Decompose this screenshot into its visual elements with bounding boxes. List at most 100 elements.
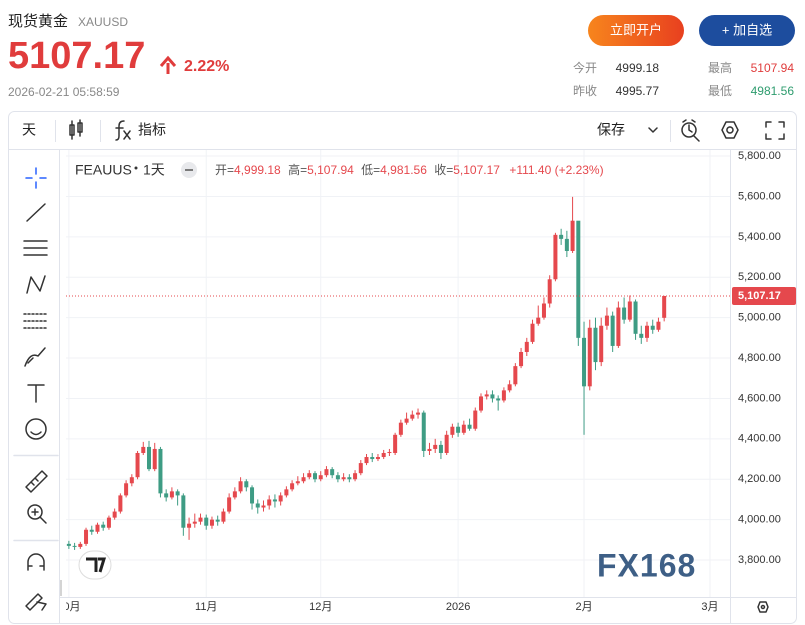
candle-body: [112, 511, 117, 518]
candle-body: [610, 315, 615, 346]
y-tick-label: 5,400.00: [738, 231, 781, 243]
candle-body: [599, 325, 604, 363]
candle-body: [501, 390, 506, 401]
text-tool[interactable]: [27, 384, 45, 403]
axis-settings[interactable]: [757, 601, 769, 613]
candle-body: [530, 323, 535, 342]
candle-body: [370, 457, 375, 460]
crosshair-tool[interactable]: [25, 167, 47, 189]
candle-body: [250, 487, 255, 504]
candle-body: [559, 234, 564, 239]
button-label[interactable]: 立即开户: [610, 22, 662, 37]
candle-body: [450, 426, 455, 435]
legend-interval: 1天: [143, 162, 165, 178]
y-tick-label: 4,200.00: [738, 473, 781, 485]
watchlist-button[interactable]: [699, 15, 795, 46]
stat-value: 5107.94: [751, 61, 795, 75]
candle-body: [227, 497, 232, 512]
interval-button[interactable]: 天: [22, 122, 36, 138]
candle-body: [135, 452, 140, 478]
candle-body: [78, 543, 83, 547]
candle-body: [416, 412, 421, 415]
candle-body: [513, 366, 518, 385]
candle-body: [616, 307, 621, 346]
x-axis: 10月 11月 12月 2026 2月 3月: [66, 601, 719, 613]
watermark: FX168: [597, 547, 696, 583]
candle-body: [181, 495, 186, 528]
candle-body: [604, 315, 609, 326]
candle-body: [198, 517, 203, 522]
candle-body: [272, 499, 277, 502]
candle-body: [261, 505, 266, 508]
candle-body: [570, 220, 575, 251]
drawing-tools[interactable]: [13, 167, 59, 611]
button-label[interactable]: + 加自选: [722, 22, 772, 37]
ruler-tool[interactable]: [25, 470, 48, 493]
legend-value: 4,999.18: [234, 163, 281, 177]
magnet-tool[interactable]: [27, 553, 45, 571]
legend-value: 4,981.56: [380, 163, 427, 177]
candle-body: [639, 333, 644, 338]
candle-body: [519, 351, 524, 367]
pattern-tool[interactable]: [26, 275, 46, 294]
x-tick-label: 3月: [701, 601, 718, 613]
trendline-tool[interactable]: [26, 203, 46, 222]
stat-label: 昨收: [573, 84, 597, 98]
candle-body: [393, 434, 398, 453]
candle-body: [307, 473, 312, 478]
candle-body: [473, 410, 478, 429]
save-button[interactable]: 保存: [597, 122, 625, 138]
change: 2.22%: [184, 58, 229, 75]
open-account-button[interactable]: [588, 15, 684, 46]
candle-body: [524, 341, 529, 352]
fullscreen-icon[interactable]: [765, 121, 785, 140]
timestamp: 2026-02-21 05:58:59: [8, 85, 120, 99]
candle-body: [398, 422, 403, 435]
alert-icon[interactable]: [681, 119, 700, 142]
candle-body: [158, 448, 163, 494]
candle-body: [490, 394, 495, 399]
candle-body: [278, 495, 283, 502]
candle-body: [129, 477, 134, 484]
price: 5107.17: [8, 35, 145, 77]
candle-body: [124, 483, 129, 496]
candle-body: [564, 238, 569, 251]
icon-tool[interactable]: [25, 418, 47, 440]
candle-body: [541, 303, 546, 318]
stat-value: 4999.18: [616, 61, 660, 75]
zoom-tool[interactable]: [27, 504, 43, 520]
y-tick-label: 5,200.00: [738, 271, 781, 283]
candle-body: [215, 519, 220, 522]
up-arrow: [159, 55, 177, 74]
last-price-label: 5,107.17: [738, 290, 781, 302]
fib-tool[interactable]: [23, 240, 48, 256]
legend-label: 收=: [434, 163, 453, 177]
candle-body: [576, 220, 581, 338]
brush-tool[interactable]: [24, 347, 46, 367]
lock-tool[interactable]: [25, 593, 47, 611]
candle-body: [89, 529, 94, 532]
candle-body: [255, 503, 260, 508]
legend-change: +111.40 (+2.23%): [509, 163, 603, 177]
candle-body: [284, 489, 289, 496]
settings-icon[interactable]: [721, 121, 739, 139]
candle-body: [593, 327, 598, 363]
x-tick-label: 2月: [575, 601, 592, 613]
chevron[interactable]: [648, 127, 658, 133]
chart-type-icon[interactable]: [69, 119, 83, 140]
candle-body: [427, 448, 432, 451]
candle-body: [375, 457, 380, 460]
candle-body: [95, 524, 100, 532]
candle-body: [582, 337, 587, 387]
candle-body: [547, 279, 552, 304]
y-tick-label: 4,600.00: [738, 392, 781, 404]
legend-label: 高=: [288, 162, 307, 177]
stat-label: 今开: [573, 60, 597, 75]
prediction-tool[interactable]: [23, 313, 48, 329]
candle-body: [347, 477, 352, 480]
instrument-name: 现货黄金: [8, 13, 68, 30]
indicators-icon[interactable]: [115, 120, 131, 141]
indicators-button[interactable]: 指标: [138, 122, 166, 138]
candle-body: [650, 325, 655, 330]
